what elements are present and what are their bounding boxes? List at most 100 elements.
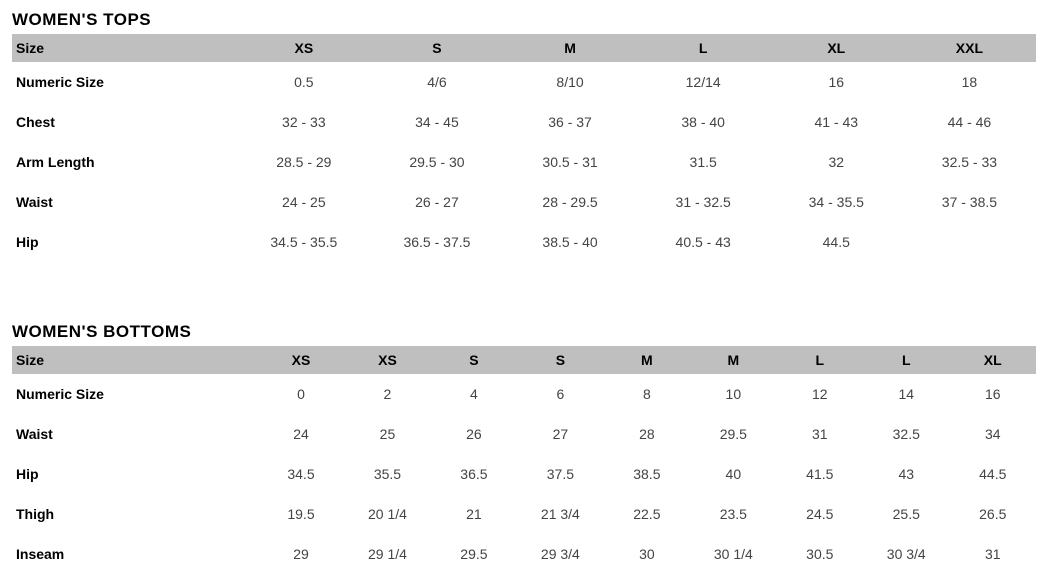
tops-cell: 31 - 32.5 xyxy=(637,182,770,222)
table-row: Chest32 - 3334 - 4536 - 3738 - 4041 - 43… xyxy=(12,102,1036,142)
table-row: Thigh19.520 1/42121 3/422.523.524.525.52… xyxy=(12,494,1036,534)
bottoms-cell: 21 3/4 xyxy=(517,494,603,534)
bottoms-section: WOMEN'S BOTTOMS SizeXSXSSSMMLLXL Numeric… xyxy=(12,322,1036,574)
tops-cell: 38.5 - 40 xyxy=(504,222,637,262)
bottoms-cell: 22.5 xyxy=(604,494,690,534)
tops-cell: 12/14 xyxy=(637,62,770,102)
bottoms-cell: 8 xyxy=(604,374,690,414)
bottoms-col-header: M xyxy=(690,346,776,374)
bottoms-cell: 24.5 xyxy=(777,494,863,534)
tops-cell: 16 xyxy=(770,62,903,102)
bottoms-cell: 29.5 xyxy=(431,534,517,574)
tops-title: WOMEN'S TOPS xyxy=(12,10,1036,30)
tops-cell: 0.5 xyxy=(237,62,370,102)
bottoms-cell: 40 xyxy=(690,454,776,494)
bottoms-cell: 30 3/4 xyxy=(863,534,949,574)
bottoms-cell: 4 xyxy=(431,374,517,414)
table-row: Arm Length28.5 - 2929.5 - 3030.5 - 3131.… xyxy=(12,142,1036,182)
bottoms-cell: 43 xyxy=(863,454,949,494)
bottoms-cell: 31 xyxy=(950,534,1037,574)
tops-cell: 40.5 - 43 xyxy=(637,222,770,262)
tops-cell: 29.5 - 30 xyxy=(370,142,503,182)
bottoms-cell: 25.5 xyxy=(863,494,949,534)
bottoms-cell: 23.5 xyxy=(690,494,776,534)
bottoms-cell: 2 xyxy=(344,374,430,414)
bottoms-cell: 34 xyxy=(950,414,1037,454)
tops-col-header: XL xyxy=(770,34,903,62)
tops-col-header: S xyxy=(370,34,503,62)
bottoms-row-label: Hip xyxy=(12,454,258,494)
tops-cell: 44.5 xyxy=(770,222,903,262)
tops-cell: 41 - 43 xyxy=(770,102,903,142)
bottoms-body: Numeric Size0246810121416Waist2425262728… xyxy=(12,374,1036,574)
table-row: Hip34.535.536.537.538.54041.54344.5 xyxy=(12,454,1036,494)
tops-cell: 38 - 40 xyxy=(637,102,770,142)
bottoms-table: SizeXSXSSSMMLLXL Numeric Size02468101214… xyxy=(12,346,1036,574)
tops-cell: 26 - 27 xyxy=(370,182,503,222)
tops-cell: 36 - 37 xyxy=(504,102,637,142)
tops-col-header: XXL xyxy=(903,34,1036,62)
tops-col-header: M xyxy=(504,34,637,62)
tops-row-label: Waist xyxy=(12,182,237,222)
bottoms-cell: 29 1/4 xyxy=(344,534,430,574)
bottoms-cell: 29 3/4 xyxy=(517,534,603,574)
table-row: Inseam2929 1/429.529 3/43030 1/430.530 3… xyxy=(12,534,1036,574)
tops-cell: 34 - 45 xyxy=(370,102,503,142)
tops-row-label: Arm Length xyxy=(12,142,237,182)
bottoms-cell: 12 xyxy=(777,374,863,414)
bottoms-cell: 25 xyxy=(344,414,430,454)
bottoms-cell: 31 xyxy=(777,414,863,454)
tops-col-header: XS xyxy=(237,34,370,62)
tops-cell: 4/6 xyxy=(370,62,503,102)
tops-col-header: L xyxy=(637,34,770,62)
bottoms-col-header: L xyxy=(863,346,949,374)
bottoms-title: WOMEN'S BOTTOMS xyxy=(12,322,1036,342)
bottoms-cell: 28 xyxy=(604,414,690,454)
tops-row-label: Hip xyxy=(12,222,237,262)
bottoms-col-header: XL xyxy=(950,346,1037,374)
tops-row-label: Numeric Size xyxy=(12,62,237,102)
tops-cell: 32 xyxy=(770,142,903,182)
bottoms-cell: 20 1/4 xyxy=(344,494,430,534)
bottoms-cell: 30 1/4 xyxy=(690,534,776,574)
tops-cell: 28 - 29.5 xyxy=(504,182,637,222)
table-row: Waist24 - 2526 - 2728 - 29.531 - 32.534 … xyxy=(12,182,1036,222)
table-row: Numeric Size0246810121416 xyxy=(12,374,1036,414)
bottoms-col-header: L xyxy=(777,346,863,374)
tops-header-row: SizeXSSMLXLXXL xyxy=(12,34,1036,62)
bottoms-cell: 10 xyxy=(690,374,776,414)
bottoms-cell: 29 xyxy=(258,534,344,574)
tops-cell: 32.5 - 33 xyxy=(903,142,1036,182)
bottoms-cell: 41.5 xyxy=(777,454,863,494)
tops-body: Numeric Size0.54/68/1012/141618Chest32 -… xyxy=(12,62,1036,262)
bottoms-cell: 27 xyxy=(517,414,603,454)
bottoms-cell: 35.5 xyxy=(344,454,430,494)
bottoms-cell: 14 xyxy=(863,374,949,414)
tops-cell: 28.5 - 29 xyxy=(237,142,370,182)
bottoms-row-label: Thigh xyxy=(12,494,258,534)
bottoms-header-row: SizeXSXSSSMMLLXL xyxy=(12,346,1036,374)
tops-header-label: Size xyxy=(12,34,237,62)
bottoms-col-header: XS xyxy=(344,346,430,374)
bottoms-col-header: S xyxy=(517,346,603,374)
bottoms-header-label: Size xyxy=(12,346,258,374)
bottoms-cell: 36.5 xyxy=(431,454,517,494)
bottoms-cell: 6 xyxy=(517,374,603,414)
tops-cell: 32 - 33 xyxy=(237,102,370,142)
bottoms-cell: 37.5 xyxy=(517,454,603,494)
tops-section: WOMEN'S TOPS SizeXSSMLXLXXL Numeric Size… xyxy=(12,10,1036,262)
tops-row-label: Chest xyxy=(12,102,237,142)
bottoms-row-label: Inseam xyxy=(12,534,258,574)
bottoms-cell: 19.5 xyxy=(258,494,344,534)
bottoms-col-header: M xyxy=(604,346,690,374)
section-gap xyxy=(12,262,1036,322)
bottoms-cell: 29.5 xyxy=(690,414,776,454)
tops-cell xyxy=(903,222,1036,262)
tops-cell: 37 - 38.5 xyxy=(903,182,1036,222)
bottoms-cell: 26 xyxy=(431,414,517,454)
bottoms-row-label: Numeric Size xyxy=(12,374,258,414)
bottoms-cell: 44.5 xyxy=(950,454,1037,494)
tops-cell: 34 - 35.5 xyxy=(770,182,903,222)
tops-cell: 18 xyxy=(903,62,1036,102)
tops-cell: 24 - 25 xyxy=(237,182,370,222)
